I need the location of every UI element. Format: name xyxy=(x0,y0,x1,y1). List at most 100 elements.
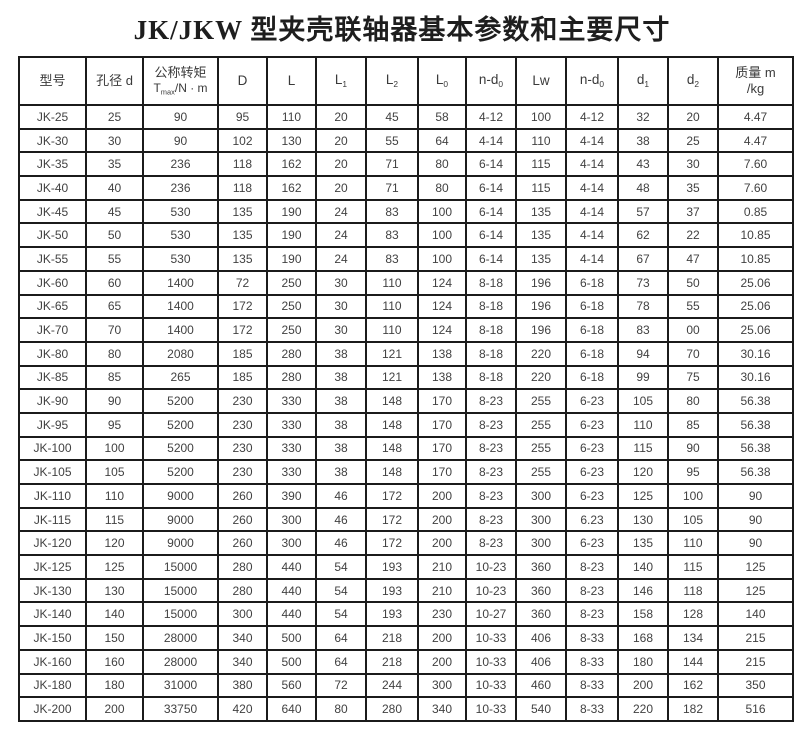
value-cell: 125 xyxy=(617,483,669,509)
value-cell: 100 xyxy=(667,483,719,509)
value-cell: 190 xyxy=(266,222,317,249)
value-cell: 72 xyxy=(315,672,367,699)
model-cell: JK-200 xyxy=(18,696,87,722)
model-cell: JK-60 xyxy=(18,269,87,296)
value-cell: 10-23 xyxy=(465,554,517,580)
value-cell: 20 xyxy=(315,175,367,201)
value-cell: 33750 xyxy=(142,696,219,722)
table-row: JK-110 110 9000 260 390 46 172 200 8-23 300 6-23 12… xyxy=(18,483,794,509)
value-cell: 25.06 xyxy=(717,269,794,296)
value-cell: 190 xyxy=(266,198,317,225)
value-cell: 135 xyxy=(515,222,567,249)
value-cell: 236 xyxy=(142,151,219,178)
value-cell: 300 xyxy=(417,672,467,699)
col-header-torque: 公称转矩 Tmax/N · m xyxy=(142,56,219,106)
col-header-D: D xyxy=(217,56,268,106)
header-label: L1 xyxy=(334,72,348,90)
value-cell: 20 xyxy=(315,127,367,154)
value-cell: 55 xyxy=(667,293,719,320)
header-label: n-d0 xyxy=(478,72,504,90)
value-cell: 8-23 xyxy=(465,459,517,485)
value-cell: 530 xyxy=(142,222,219,249)
value-cell: 6-18 xyxy=(565,340,619,367)
value-cell: 140 xyxy=(617,554,669,580)
value-cell: 200 xyxy=(617,672,669,699)
value-cell: 236 xyxy=(142,175,219,201)
value-cell: 24 xyxy=(315,222,367,249)
table-row: JK-105 105 5200 230 330 38 148 170 8-23 255 6-23 12… xyxy=(18,459,794,485)
value-cell: 148 xyxy=(365,411,419,438)
value-cell: 90 xyxy=(717,506,794,533)
value-cell: 125 xyxy=(717,554,794,580)
value-cell: 4-14 xyxy=(465,127,517,154)
value-cell: 110 xyxy=(266,104,317,130)
value-cell: 70 xyxy=(85,317,144,343)
value-cell: 200 xyxy=(417,483,467,509)
value-cell: 40 xyxy=(85,175,144,201)
value-cell: 220 xyxy=(515,340,567,367)
value-cell: 5200 xyxy=(142,435,219,462)
value-cell: 130 xyxy=(266,127,317,154)
value-cell: 135 xyxy=(515,246,567,272)
model-cell: JK-90 xyxy=(18,388,87,414)
value-cell: 85 xyxy=(667,411,719,438)
value-cell: 32 xyxy=(617,104,669,130)
value-cell: 124 xyxy=(417,317,467,343)
value-cell: 215 xyxy=(717,648,794,675)
value-cell: 6-23 xyxy=(565,483,619,509)
value-cell: 35 xyxy=(667,175,719,201)
value-cell: 140 xyxy=(85,601,144,628)
value-cell: 57 xyxy=(617,198,669,225)
value-cell: 6-23 xyxy=(565,411,619,438)
table-row: JK-80 80 2080 185 280 38 121 138 8-18 220 6-18 94 70… xyxy=(18,340,794,367)
value-cell: 15000 xyxy=(142,554,219,580)
value-cell: 530 xyxy=(142,198,219,225)
value-cell: 1400 xyxy=(142,269,219,296)
model-cell: JK-95 xyxy=(18,411,87,438)
col-header-mass: 质量 m /kg xyxy=(717,56,794,106)
value-cell: 10-33 xyxy=(465,625,517,651)
value-cell: 31000 xyxy=(142,672,219,699)
value-cell: 300 xyxy=(515,530,567,557)
value-cell: 135 xyxy=(217,198,268,225)
value-cell: 6-23 xyxy=(565,388,619,414)
value-cell: 38 xyxy=(617,127,669,154)
value-cell: 90 xyxy=(717,483,794,509)
value-cell: 85 xyxy=(85,364,144,391)
value-cell: 28000 xyxy=(142,625,219,651)
value-cell: 196 xyxy=(515,317,567,343)
value-cell: 38 xyxy=(315,435,367,462)
value-cell: 30 xyxy=(667,151,719,178)
value-cell: 90 xyxy=(142,127,219,154)
value-cell: 121 xyxy=(365,340,419,367)
value-cell: 75 xyxy=(667,364,719,391)
value-cell: 115 xyxy=(617,435,669,462)
value-cell: 6-18 xyxy=(565,317,619,343)
value-cell: 30 xyxy=(315,317,367,343)
value-cell: 128 xyxy=(667,601,719,628)
value-cell: 250 xyxy=(266,269,317,296)
value-cell: 45 xyxy=(85,198,144,225)
model-cell: JK-55 xyxy=(18,246,87,272)
value-cell: 72 xyxy=(217,269,268,296)
value-cell: 4-14 xyxy=(565,151,619,178)
value-cell: 406 xyxy=(515,625,567,651)
value-cell: 220 xyxy=(515,364,567,391)
table-row: JK-50 50 530 135 190 24 83 100 6-14 135 4-14 62 22 10… xyxy=(18,222,794,249)
value-cell: 25 xyxy=(85,104,144,130)
value-cell: 115 xyxy=(85,506,144,533)
value-cell: 162 xyxy=(667,672,719,699)
header-label: Lw xyxy=(532,72,550,88)
header-label: 孔径 d xyxy=(96,72,133,88)
value-cell: 5200 xyxy=(142,411,219,438)
value-cell: 280 xyxy=(266,340,317,367)
value-cell: 215 xyxy=(717,625,794,651)
table-row: JK-120 120 9000 260 300 46 172 200 8-23 300 6-23 13… xyxy=(18,530,794,557)
value-cell: 230 xyxy=(217,411,268,438)
value-cell: 8-23 xyxy=(465,435,517,462)
table-row: JK-200 200 33750 420 640 80 280 340 10-33 540 8-33… xyxy=(18,696,794,722)
value-cell: 8-33 xyxy=(565,696,619,722)
value-cell: 48 xyxy=(617,175,669,201)
model-cell: JK-40 xyxy=(18,175,87,201)
value-cell: 218 xyxy=(365,648,419,675)
